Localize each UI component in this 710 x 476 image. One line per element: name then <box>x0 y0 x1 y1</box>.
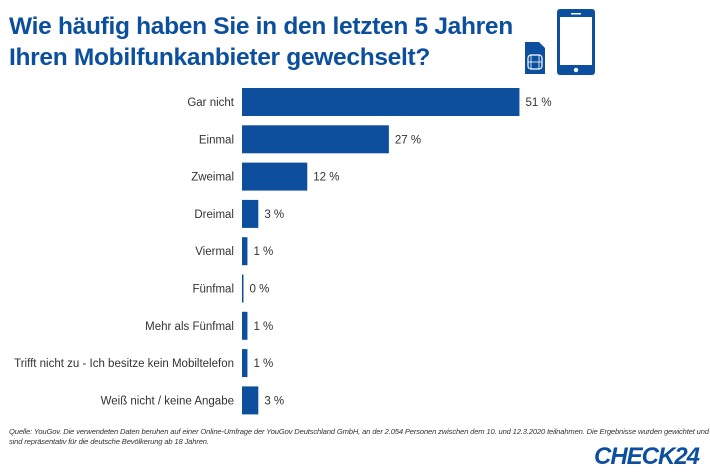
chart-title: Wie häufig haben Sie in den letzten 5 Ja… <box>9 11 513 73</box>
value-label: 12 % <box>313 172 339 184</box>
value-label: 27 % <box>395 134 421 146</box>
title-line-1: Wie häufig haben Sie in den letzten 5 Ja… <box>9 13 513 40</box>
smartphone-icon <box>557 9 595 75</box>
bar-2 <box>242 162 308 191</box>
bar-6 <box>242 311 248 340</box>
category-label: Mehr als Fünfmal <box>145 321 234 333</box>
category-label: Gar nicht <box>187 97 234 109</box>
category-label: Einmal <box>199 134 234 146</box>
bar-7 <box>242 349 248 378</box>
check24-logo: CHECK24 <box>594 443 700 470</box>
sim-card-icon <box>525 42 545 74</box>
bar-8 <box>242 386 259 415</box>
bar-3 <box>242 199 259 228</box>
source-note: Quelle: YouGov. Die verwendeten Daten be… <box>9 427 709 446</box>
value-label: 1 % <box>253 246 273 258</box>
category-label: Weiß nicht / keine Angabe <box>101 395 234 407</box>
bar-5 <box>242 274 244 303</box>
bar-4 <box>242 237 248 266</box>
value-label: 0 % <box>250 284 270 296</box>
bar-1 <box>242 125 389 154</box>
icons <box>525 9 595 75</box>
category-label: Viermal <box>195 246 234 258</box>
value-label: 3 % <box>264 209 284 221</box>
title-line-2: Ihren Mobilfunkanbieter gewechselt? <box>9 44 431 71</box>
bar-chart: Gar nicht 51 % Einmal 27 % Zweimal 12 % Dreima… <box>14 88 552 415</box>
category-label: Fünfmal <box>192 284 234 296</box>
category-label: Trifft nicht zu - Ich besitze kein Mobil… <box>14 358 234 370</box>
value-label: 1 % <box>253 321 273 333</box>
category-label: Zweimal <box>191 172 234 184</box>
value-label: 1 % <box>253 358 273 370</box>
value-label: 3 % <box>264 395 284 407</box>
bar-0 <box>242 88 520 116</box>
category-label: Dreimal <box>194 209 234 221</box>
value-label: 51 % <box>525 97 551 109</box>
